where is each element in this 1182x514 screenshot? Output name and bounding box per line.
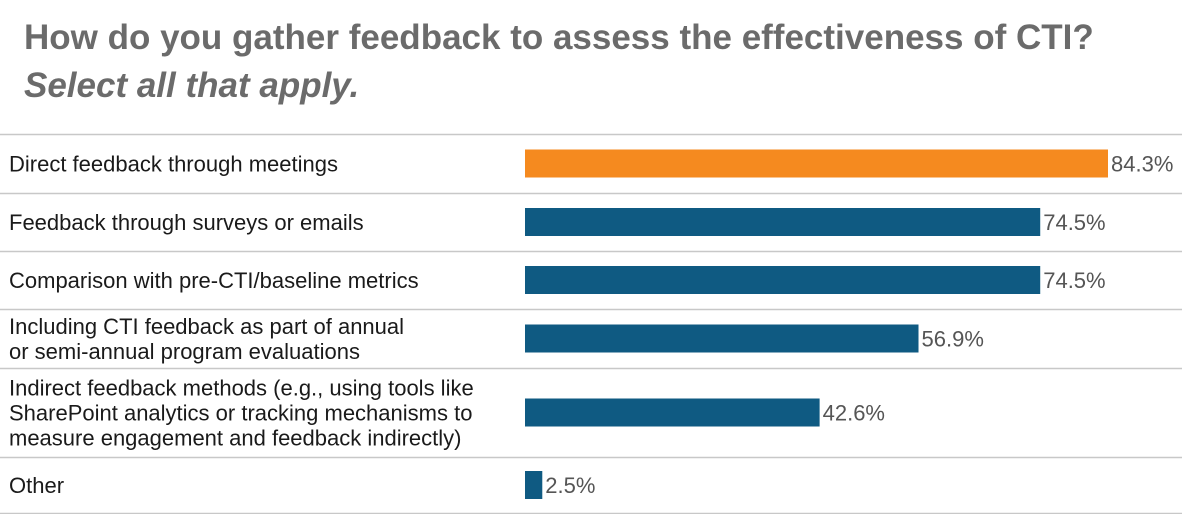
category-label: Feedback through surveys or emails (9, 210, 364, 235)
category-label: Indirect feedback methods (e.g., using t… (9, 376, 474, 451)
chart-subtitle: Select all that apply. (24, 66, 360, 105)
bar (525, 324, 919, 353)
category-label-line: Other (9, 473, 64, 498)
bar (525, 398, 820, 427)
value-label: 56.9% (922, 327, 984, 352)
category-label: Other (9, 473, 64, 498)
category-label-line: Comparison with pre-CTI/baseline metrics (9, 268, 419, 293)
category-label: Direct feedback through meetings (9, 152, 338, 177)
category-label: Comparison with pre-CTI/baseline metrics (9, 268, 419, 293)
category-label-line: measure engagement and feedback indirect… (9, 426, 462, 451)
category-label-line: Including CTI feedback as part of annual (9, 314, 404, 339)
category-label: Including CTI feedback as part of annual… (9, 314, 404, 364)
value-label: 74.5% (1043, 268, 1105, 293)
value-label: 84.3% (1111, 152, 1173, 177)
chart-title-block: How do you gather feedback to assess the… (24, 14, 1162, 110)
bar (525, 266, 1041, 294)
chart-title: How do you gather feedback to assess the… (24, 18, 1094, 57)
value-label: 42.6% (823, 401, 885, 426)
category-label-line: Indirect feedback methods (e.g., using t… (9, 376, 474, 401)
bar (525, 471, 543, 499)
category-label-line: Feedback through surveys or emails (9, 210, 364, 235)
bar (525, 149, 1108, 178)
category-label-line: or semi-annual program evaluations (9, 339, 360, 364)
value-label: 2.5% (545, 473, 595, 498)
category-label-line: Direct feedback through meetings (9, 152, 338, 177)
bar (525, 208, 1041, 236)
value-label: 74.5% (1043, 210, 1105, 235)
category-label-line: SharePoint analytics or tracking mechani… (9, 401, 472, 426)
